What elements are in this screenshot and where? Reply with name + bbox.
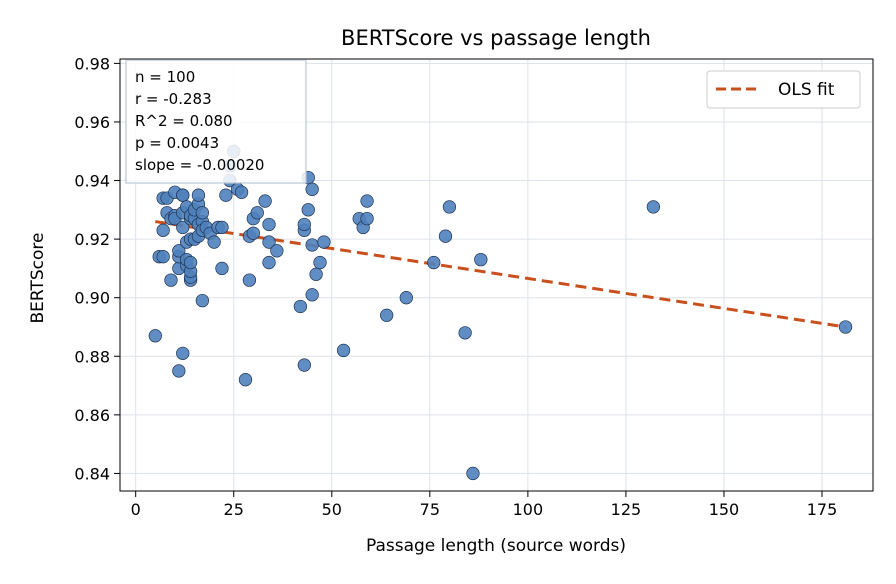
data-point xyxy=(242,273,257,287)
data-point xyxy=(172,244,186,258)
y-axis-title: BERTScore xyxy=(28,233,48,324)
ols-fit-layer xyxy=(155,220,846,329)
y-tick-label: 0.92 xyxy=(74,230,110,249)
data-point xyxy=(399,291,413,305)
data-point xyxy=(270,244,284,258)
data-point xyxy=(246,226,260,240)
data-point xyxy=(297,217,311,232)
stats-r: r = -0.283 xyxy=(135,90,212,108)
data-point xyxy=(466,466,480,481)
data-point xyxy=(317,235,331,249)
data-point xyxy=(156,250,170,264)
ols-fit-line xyxy=(155,220,846,329)
data-point xyxy=(195,206,210,220)
data-point xyxy=(156,223,170,237)
grid-lines xyxy=(120,59,873,491)
y-tick-label: 0.84 xyxy=(74,464,110,483)
data-point xyxy=(301,203,315,217)
legend: OLS fit xyxy=(706,70,861,109)
x-tick-label: 75 xyxy=(420,500,440,519)
x-axis-title: Passage length (source words) xyxy=(366,536,626,556)
data-point xyxy=(215,220,229,235)
x-tick-label: 150 xyxy=(709,500,740,519)
x-tick-label: 125 xyxy=(611,500,642,519)
data-point xyxy=(195,293,210,308)
y-axis-ticks: 0.84 0.86 0.88 0.90 0.92 0.94 0.96 0.98 xyxy=(74,54,120,483)
stats-r2: R^2 = 0.080 xyxy=(135,112,233,130)
data-point xyxy=(838,320,853,334)
data-point xyxy=(427,255,441,270)
data-point xyxy=(360,194,374,208)
data-point xyxy=(458,326,472,340)
x-tick-label: 25 xyxy=(224,500,244,519)
data-point xyxy=(305,238,319,252)
data-point xyxy=(172,364,186,378)
data-point xyxy=(262,217,276,232)
data-point xyxy=(309,267,323,281)
data-point xyxy=(442,200,457,214)
data-point xyxy=(293,299,308,314)
data-point xyxy=(297,358,311,372)
data-point xyxy=(176,220,190,235)
data-point xyxy=(360,211,374,226)
stats-slope: slope = -0.00020 xyxy=(135,156,264,174)
y-tick-label: 0.88 xyxy=(74,347,110,366)
data-point xyxy=(313,255,327,270)
data-point xyxy=(234,185,249,199)
data-point xyxy=(474,252,488,267)
x-tick-label: 50 xyxy=(322,500,342,519)
data-point xyxy=(238,373,253,387)
stats-n: n = 100 xyxy=(135,68,195,86)
x-tick-label: 175 xyxy=(807,500,838,519)
data-point xyxy=(258,194,272,208)
y-tick-label: 0.96 xyxy=(74,113,110,132)
stats-p: p = 0.0043 xyxy=(135,134,219,152)
data-point xyxy=(219,188,233,202)
data-point xyxy=(183,255,198,270)
stats-box: n = 100 r = -0.283 R^2 = 0.080 p = 0.004… xyxy=(125,59,307,184)
legend-fit-label: OLS fit xyxy=(778,80,835,100)
x-tick-label: 0 xyxy=(131,500,141,519)
data-point xyxy=(262,235,276,249)
data-point xyxy=(646,200,661,214)
data-point xyxy=(215,261,229,276)
data-point xyxy=(250,206,264,220)
data-point xyxy=(305,288,319,302)
data-point xyxy=(438,229,453,243)
y-tick-label: 0.98 xyxy=(74,54,110,73)
y-tick-label: 0.94 xyxy=(74,172,110,191)
data-point xyxy=(176,188,190,202)
data-point xyxy=(380,308,394,322)
chart-title: BERTScore vs passage length xyxy=(341,26,651,50)
y-tick-label: 0.90 xyxy=(74,289,110,308)
data-point xyxy=(305,182,319,196)
data-point xyxy=(148,329,162,343)
data-point xyxy=(207,235,221,249)
data-point xyxy=(262,255,276,270)
x-axis-ticks: 0 25 50 75 100 125 150 175 xyxy=(131,491,838,519)
data-point xyxy=(164,273,178,287)
y-tick-label: 0.86 xyxy=(74,406,110,425)
data-point xyxy=(191,188,206,202)
data-point xyxy=(176,346,190,360)
data-point xyxy=(336,343,351,358)
plot-frame xyxy=(119,58,874,492)
x-tick-label: 100 xyxy=(513,500,544,519)
